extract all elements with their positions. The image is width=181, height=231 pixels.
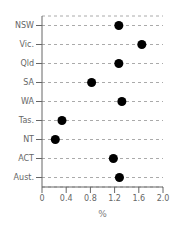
svg-text:WA: WA bbox=[21, 97, 34, 106]
svg-text:2.0: 2.0 bbox=[157, 194, 170, 203]
svg-text:NSW: NSW bbox=[15, 21, 34, 30]
svg-text:0.4: 0.4 bbox=[60, 194, 73, 203]
svg-text:0: 0 bbox=[39, 194, 44, 203]
svg-text:Aust.: Aust. bbox=[14, 173, 34, 182]
svg-text:NT: NT bbox=[23, 135, 34, 144]
svg-text:0.8: 0.8 bbox=[84, 194, 97, 203]
svg-text:1.2: 1.2 bbox=[108, 194, 121, 203]
svg-text:ACT: ACT bbox=[18, 154, 34, 163]
svg-text:SA: SA bbox=[23, 78, 34, 87]
svg-text:1.6: 1.6 bbox=[132, 194, 145, 203]
svg-text:%: % bbox=[98, 209, 107, 219]
svg-text:Tas.: Tas. bbox=[18, 116, 34, 125]
svg-text:Vic.: Vic. bbox=[20, 40, 34, 49]
svg-text:Qld: Qld bbox=[20, 59, 34, 68]
